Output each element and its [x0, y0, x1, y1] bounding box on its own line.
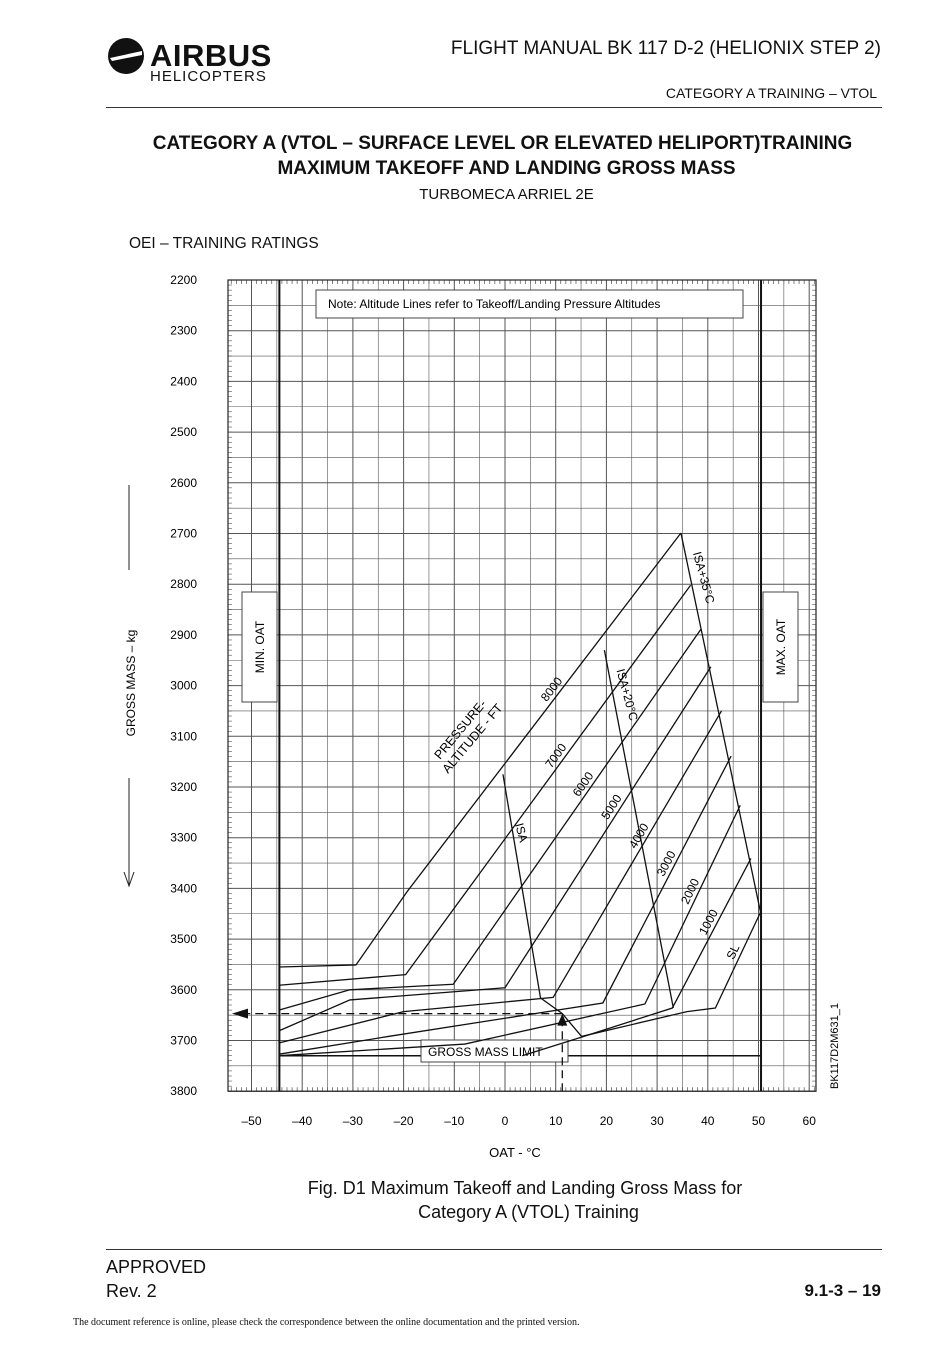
- y-tick-label: 3700: [170, 1034, 197, 1048]
- y-tick-label: 2300: [170, 324, 197, 338]
- manual-title: FLIGHT MANUAL BK 117 D-2 (HELIONIX STEP …: [450, 38, 881, 59]
- gross-mass-chart: –50 –40 –30 –20 –10 0 10 20 30 40 50 60 2200 2300 2400…: [123, 273, 841, 1160]
- altitude-line-SL: [581, 911, 762, 1038]
- chart-engine: TURBOMECA ARRIEL 2E: [419, 186, 594, 203]
- x-tick-label: 20: [600, 1114, 614, 1128]
- x-tick-label: –30: [343, 1114, 363, 1128]
- max-oat-label: MAX. OAT: [774, 618, 788, 675]
- plot-frame: [227, 279, 817, 1092]
- temperature-line: [502, 774, 583, 1037]
- temperature-line: [680, 532, 762, 913]
- x-tick-label: 30: [650, 1114, 664, 1128]
- altitude-line-3000: [278, 755, 732, 1055]
- altitude-label: SL: [724, 942, 743, 962]
- altitude-line-6000: [278, 628, 702, 1011]
- chart-title-2: MAXIMUM TAKEOFF AND LANDING GROSS MASS: [277, 158, 736, 179]
- x-tick-label: –40: [292, 1114, 312, 1128]
- y-tick-label: 2800: [170, 577, 197, 591]
- arrow-down-icon: [123, 871, 135, 888]
- altitude-line-7000: [278, 584, 692, 986]
- logo-brand: AIRBUS: [150, 38, 272, 73]
- y-tick-label: 3500: [170, 932, 197, 946]
- chart-title-1: CATEGORY A (VTOL – SURFACE LEVEL OR ELEV…: [152, 133, 853, 154]
- x-tick-label: 10: [549, 1114, 563, 1128]
- footer-divider: [106, 1249, 882, 1250]
- x-axis-label: OAT - °C: [489, 1145, 541, 1160]
- y-tick-label: 2200: [170, 273, 197, 287]
- temperature-line: [603, 649, 674, 1009]
- approved-label: APPROVED: [106, 1257, 207, 1277]
- x-tick-label: –10: [444, 1114, 464, 1128]
- y-tick-label: 2600: [170, 476, 197, 490]
- page-number: 9.1-3 – 19: [804, 1281, 881, 1300]
- revision: Rev. 2: [106, 1281, 157, 1301]
- y-tick-label: 3600: [170, 983, 197, 997]
- x-tick-label: 40: [701, 1114, 715, 1128]
- y-tick-label: 3300: [170, 831, 197, 845]
- section-title: CATEGORY A TRAINING – VTOL: [665, 85, 877, 101]
- figure-id: BK117D2M631_1: [829, 1003, 841, 1089]
- online-notice: The document reference is online, please…: [73, 1317, 580, 1328]
- min-oat-box: [241, 591, 278, 703]
- x-tick-label: –20: [394, 1114, 414, 1128]
- y-tick-label: 2900: [170, 628, 197, 642]
- y-tick-label: 3400: [170, 881, 197, 895]
- logo-sub: HELICOPTERS: [150, 68, 267, 85]
- altitude-line-8000: [278, 532, 682, 968]
- y-tick-label: 3200: [170, 780, 197, 794]
- temperature-label: ISA: [512, 821, 531, 843]
- gross-mass-limit-box: [420, 1039, 569, 1063]
- gross-mass-limit-label: GROSS MASS LIMIT: [428, 1045, 543, 1059]
- max-oat-box: [762, 591, 799, 703]
- figure-caption-2: Category A (VTOL) Training: [418, 1202, 639, 1222]
- altitude-line-2000: [278, 804, 741, 1057]
- y-tick-label: 3100: [170, 729, 197, 743]
- arrow-left-icon: [232, 1008, 248, 1019]
- y-tick-label: 2500: [170, 425, 197, 439]
- y-axis-label: GROSS MASS – kg: [124, 630, 138, 737]
- airbus-logo-icon: [108, 38, 144, 74]
- arrow-up-icon: [557, 1013, 568, 1026]
- note-text: Note: Altitude Lines refer to Takeoff/La…: [328, 297, 660, 311]
- min-oat-label: MIN. OAT: [253, 620, 267, 673]
- y-tick-label: 2700: [170, 527, 197, 541]
- note-box: [315, 289, 744, 319]
- y-tick-label: 3800: [170, 1084, 197, 1098]
- altitude-line-5000: [278, 666, 712, 1032]
- x-tick-label: 0: [502, 1114, 509, 1128]
- chart-subtitle: OEI – TRAINING RATINGS: [129, 235, 319, 252]
- altitude-line-1000: [522, 858, 752, 1057]
- y-tick-label: 2400: [170, 374, 197, 388]
- temperature-label: ISA+20°C: [613, 667, 640, 722]
- figure-caption-1: Fig. D1 Maximum Takeoff and Landing Gros…: [307, 1178, 743, 1198]
- y-tick-label: 3000: [170, 679, 197, 693]
- x-tick-label: –50: [241, 1114, 261, 1128]
- x-tick-label: 60: [803, 1114, 817, 1128]
- altitude-line-4000: [278, 710, 723, 1044]
- header-divider: [106, 107, 882, 108]
- x-tick-label: 50: [752, 1114, 766, 1128]
